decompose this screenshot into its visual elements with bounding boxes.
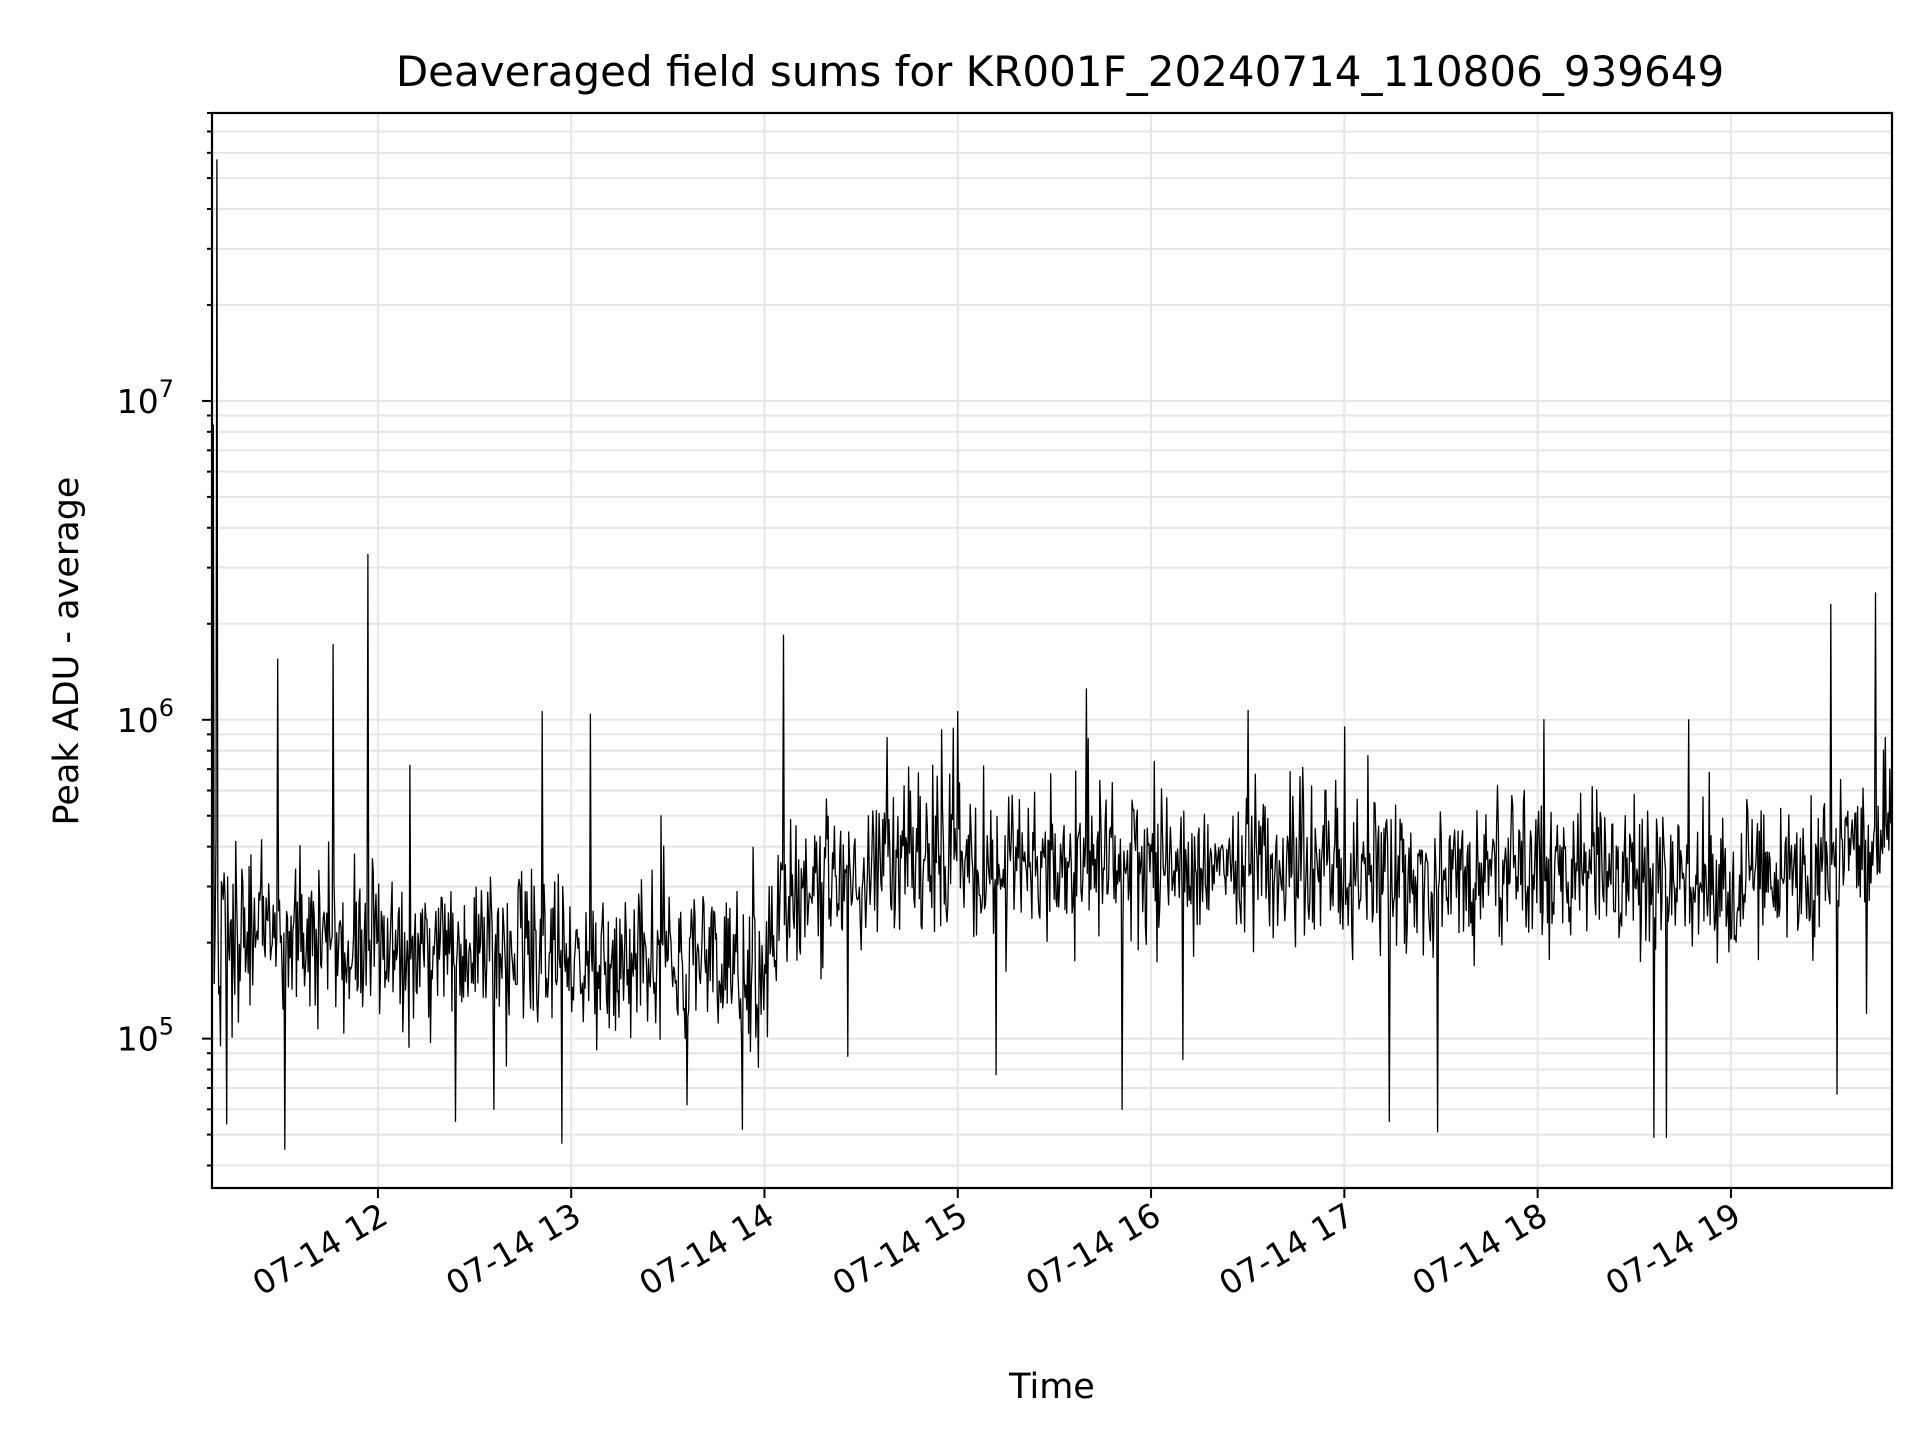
x-tick-label: 07-14 18 — [1406, 1195, 1554, 1303]
x-axis-label: Time — [1008, 1367, 1095, 1407]
y-tick-base: 10 — [117, 1020, 159, 1059]
y-tick-exponent: 5 — [159, 1013, 174, 1041]
y-tick-exponent: 6 — [159, 694, 174, 722]
x-tick-label: 07-14 15 — [826, 1195, 974, 1303]
y-tick-label: 106 — [117, 694, 174, 740]
axes-frame — [210, 111, 1894, 1190]
x-axis: 07-14 12 07-14 13 07-14 14 07-14 15 07-14 16… — [246, 1188, 1747, 1303]
x-tick-label: 07-14 16 — [1019, 1195, 1167, 1303]
y-axis-label: Peak ADU - average — [47, 477, 87, 826]
chart-title: Deaveraged field sums for KR001F_2024071… — [396, 47, 1724, 96]
y-tick-exponent: 7 — [159, 375, 174, 403]
x-tick-label: 07-14 14 — [632, 1195, 780, 1303]
x-tick-label: 07-14 13 — [439, 1195, 587, 1303]
y-tick-base: 10 — [117, 382, 159, 421]
y-tick-base: 10 — [117, 701, 159, 740]
x-tick-label: 07-14 19 — [1599, 1195, 1747, 1303]
y-tick-label: 105 — [117, 1013, 174, 1059]
y-tick-label: 107 — [117, 375, 174, 421]
x-tick-label: 07-14 12 — [246, 1195, 394, 1303]
series-line — [211, 159, 1892, 1150]
plot-area — [211, 159, 1892, 1150]
x-tick-label: 07-14 17 — [1212, 1195, 1360, 1303]
grid — [212, 112, 1892, 1188]
